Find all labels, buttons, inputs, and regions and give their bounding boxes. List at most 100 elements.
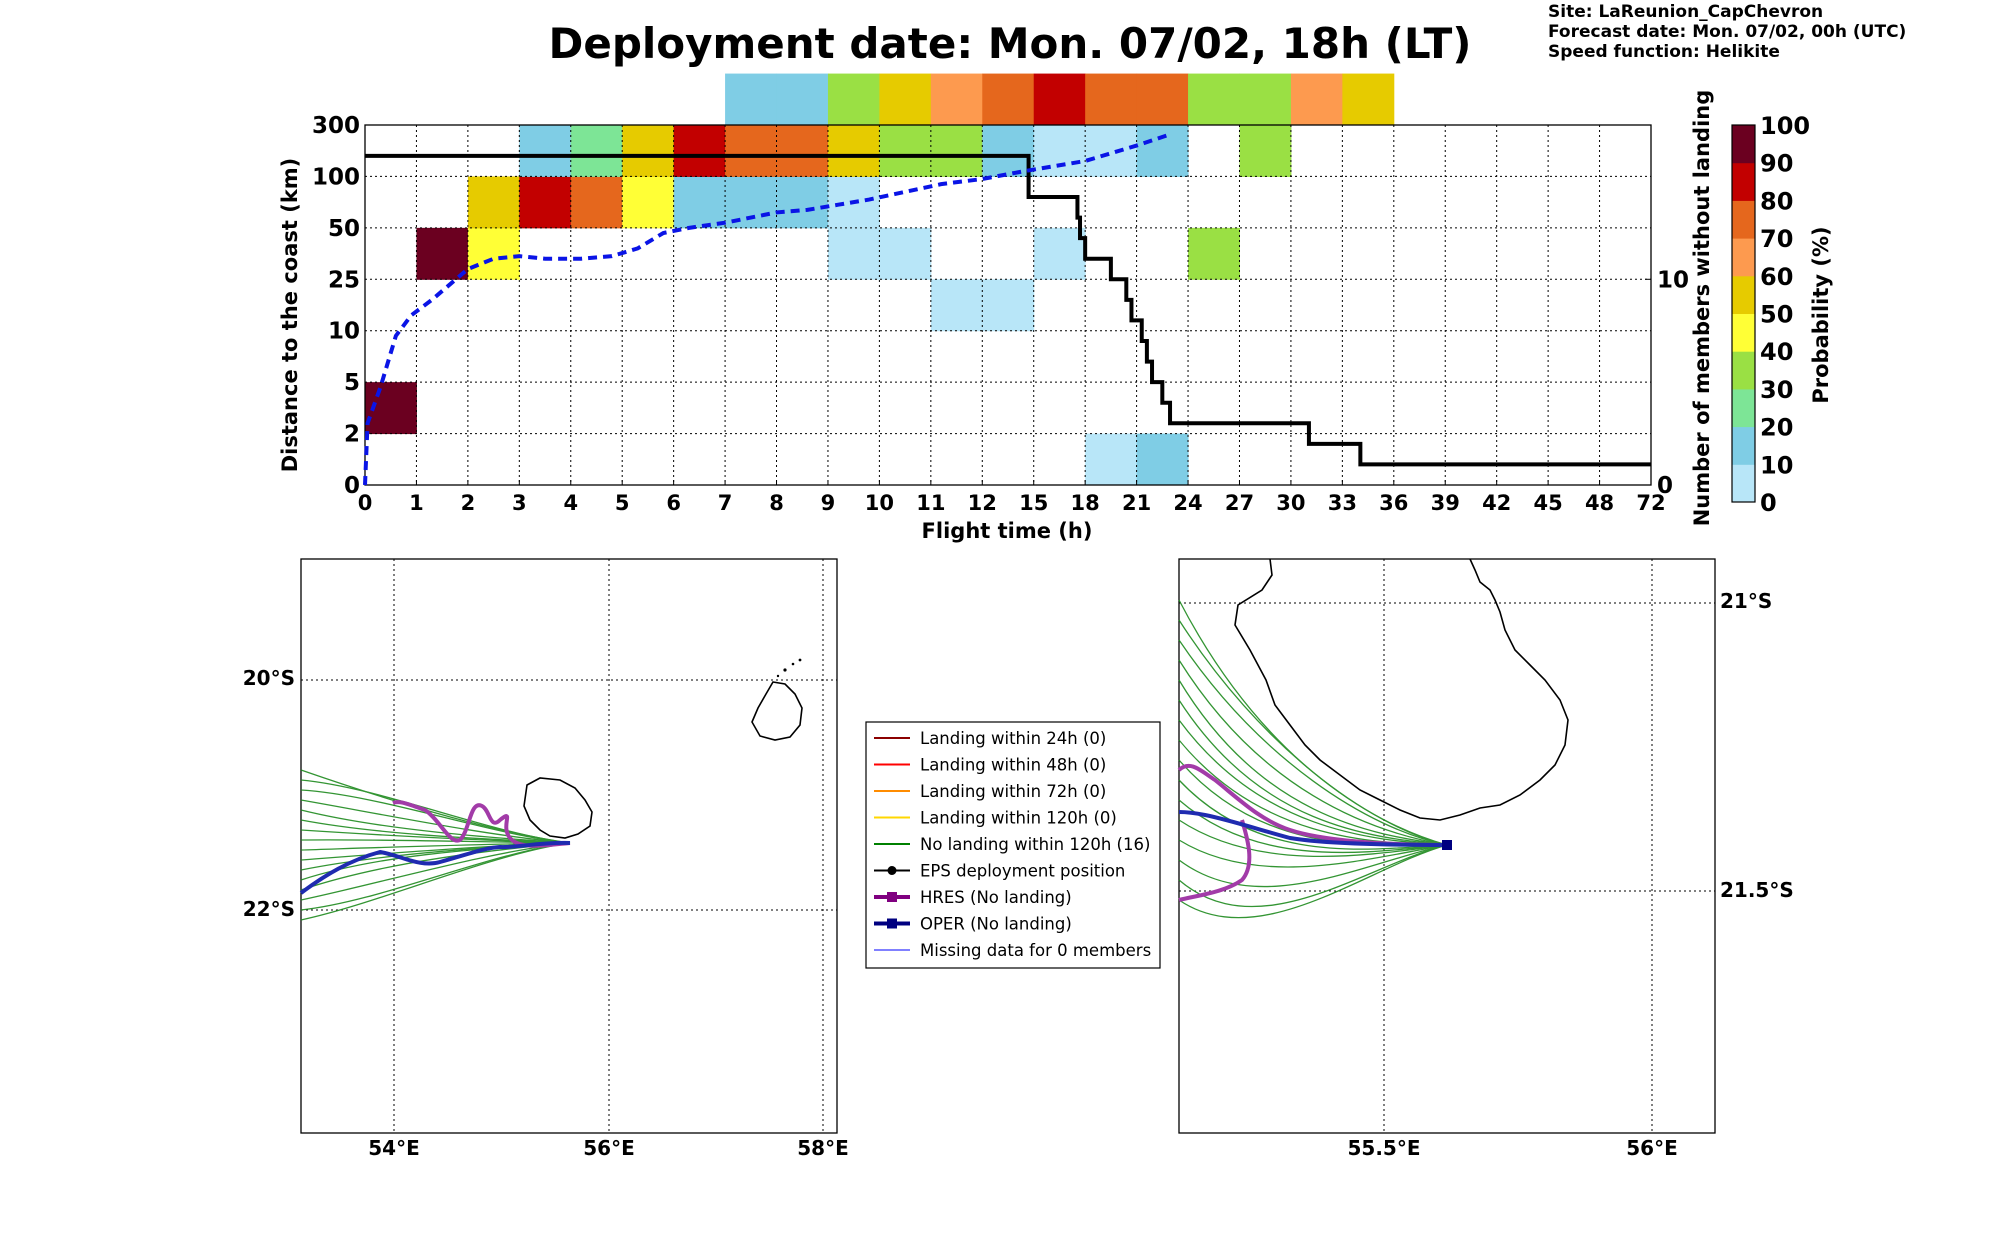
heatmap-cell-31 [1033,227,1086,280]
map-legend: Landing within 24h (0) Landing within 48h… [865,721,1161,969]
x-tick-label: 9 [821,491,836,515]
heatmap-cell-10 [673,176,726,229]
x-tick-label: 5 [615,491,630,515]
ensemble-track-15 [1178,844,1448,919]
heatmap-cell-38 [1136,125,1189,177]
x-tick-label: 39 [1431,491,1460,515]
legend-label: Landing within 72h (0) [920,782,1106,801]
mauritius-coastline [751,681,803,741]
mean-distance-line [363,133,1169,486]
x-tick-label: 6 [666,491,681,515]
heatmap-cell-34 [1085,433,1138,486]
zoom-deployment-marker [1442,840,1452,850]
mauritius-islets [776,658,802,678]
x-tick-label: 30 [1276,491,1305,515]
colorbar-tick-label: 0 [1760,489,1777,517]
y-tick-label: 300 [312,113,360,139]
heatmap-cell-37 [1136,433,1189,486]
x-axis-label: Flight time (h) [922,519,1093,543]
heatmap-cell-26 [930,125,983,177]
y-tick-label: 100 [312,164,360,190]
ensemble-track-3 [300,799,571,844]
colorbar-swatch-5 [1732,275,1755,314]
lon-label-56e-zoom: 56°E [1626,1136,1678,1160]
legend-label: No landing within 120h (16) [920,835,1150,854]
lon-label-58e: 58°E [797,1136,849,1160]
x-tick-label: 7 [718,491,733,515]
heatmap-cell-8 [622,176,675,229]
x-tick-label: 3 [512,491,527,515]
heatmap-cell-22 [879,227,932,280]
x-tick-label: 0 [358,491,373,515]
legend-label: HRES (No landing) [920,888,1072,907]
heatmap-gridlines [365,125,1651,485]
legend-label: Landing within 48h (0) [920,756,1106,775]
ensemble-track-15 [300,842,571,921]
x-tick-label: 33 [1328,491,1357,515]
x-tick-label: 36 [1379,491,1408,515]
legend-marker [887,866,897,875]
y-tick-label: 10 [328,319,360,345]
colorbar-tick-label: 70 [1760,225,1793,253]
colorbar-tick-label: 30 [1760,376,1793,404]
colorbar-swatch-2 [1732,388,1755,428]
heatmap-cell-19 [827,227,880,280]
forecast-date-label: Forecast date: Mon. 07/02, 00h (UTC) [1548,22,1907,42]
x-tick-label: 11 [916,491,945,515]
ensemble-track-1 [1178,619,1448,846]
colorbar-tick-label: 80 [1760,187,1793,215]
speed-function-label: Speed function: Helikite [1548,42,1780,62]
heatmap-cell-13 [725,125,778,177]
site-label: Site: LaReunion_CapChevron [1548,2,1824,22]
heatmap-cell-42 [1239,125,1292,177]
regional-hres-track [392,800,571,848]
colorbar-swatch-4 [1732,313,1755,352]
colorbar-swatch-9 [1732,125,1755,164]
heatmap-cell-39 [1136,73,1189,126]
reunion-coastline-zoom [1234,558,1569,821]
heatmap-chart: 0 1 2 3 4 5 6 7 8 9 10 11 12 15 18 21 24 27 30 33 36 39 42 45 48… [312,73,1689,515]
x-tick-label: 45 [1534,491,1563,515]
colorbar-label: Probability (%) [1809,226,1833,403]
regional-oper-track [299,840,571,895]
heatmap-cell-29 [982,125,1035,177]
members-without-landing-line [365,153,1651,467]
colorbar-tick-label: 40 [1760,338,1793,366]
x-tick-label: 12 [968,491,997,515]
heatmap-cell-44 [1290,73,1343,126]
zoom-map-frame [1178,558,1716,1134]
lon-label-55-5e: 55.5°E [1347,1136,1420,1160]
ensemble-track-2 [300,789,571,844]
ensemble-track-13 [1178,844,1448,888]
lon-label-54e: 54°E [368,1136,420,1160]
heatmap-cell-43 [1239,73,1292,126]
legend-item: Landing within 72h (0) [874,782,1106,801]
colorbar-swatch-7 [1732,200,1755,239]
lat-label-20s: 20°S [243,666,295,690]
heatmap-cell-6 [570,176,623,229]
colorbar-swatch-6 [1732,238,1755,277]
colorbar-tick-label: 50 [1760,301,1793,329]
legend-item: EPS deployment position [874,862,1125,881]
ensemble-track-2 [1178,639,1448,846]
legend-marker [887,892,897,902]
colorbar-tick-label: 100 [1760,112,1810,140]
figure-title: Deployment date: Mon. 07/02, 18h (LT) [548,19,1471,68]
x-tick-label: 8 [769,491,784,515]
legend-marker [887,918,897,929]
heatmap-cell-28 [982,279,1035,332]
legend-label: OPER (No landing) [920,915,1072,934]
colorbar: 0 10 20 30 40 50 60 70 80 90 100 [1731,112,1810,517]
x-tick-label: 48 [1585,491,1614,515]
heatmap-cell-24 [879,73,932,126]
heatmap-cell-4 [519,176,572,229]
heatmap-cell-23 [879,125,932,177]
x-tick-label: 15 [1019,491,1048,515]
ensemble-track-4 [300,809,571,844]
heatmap-cell-45 [1342,73,1395,126]
reunion-coastline [523,777,593,839]
colorbar-tick-label: 20 [1760,414,1793,442]
y-tick-label: 5 [344,370,360,396]
ensemble-track-7 [1178,739,1448,846]
